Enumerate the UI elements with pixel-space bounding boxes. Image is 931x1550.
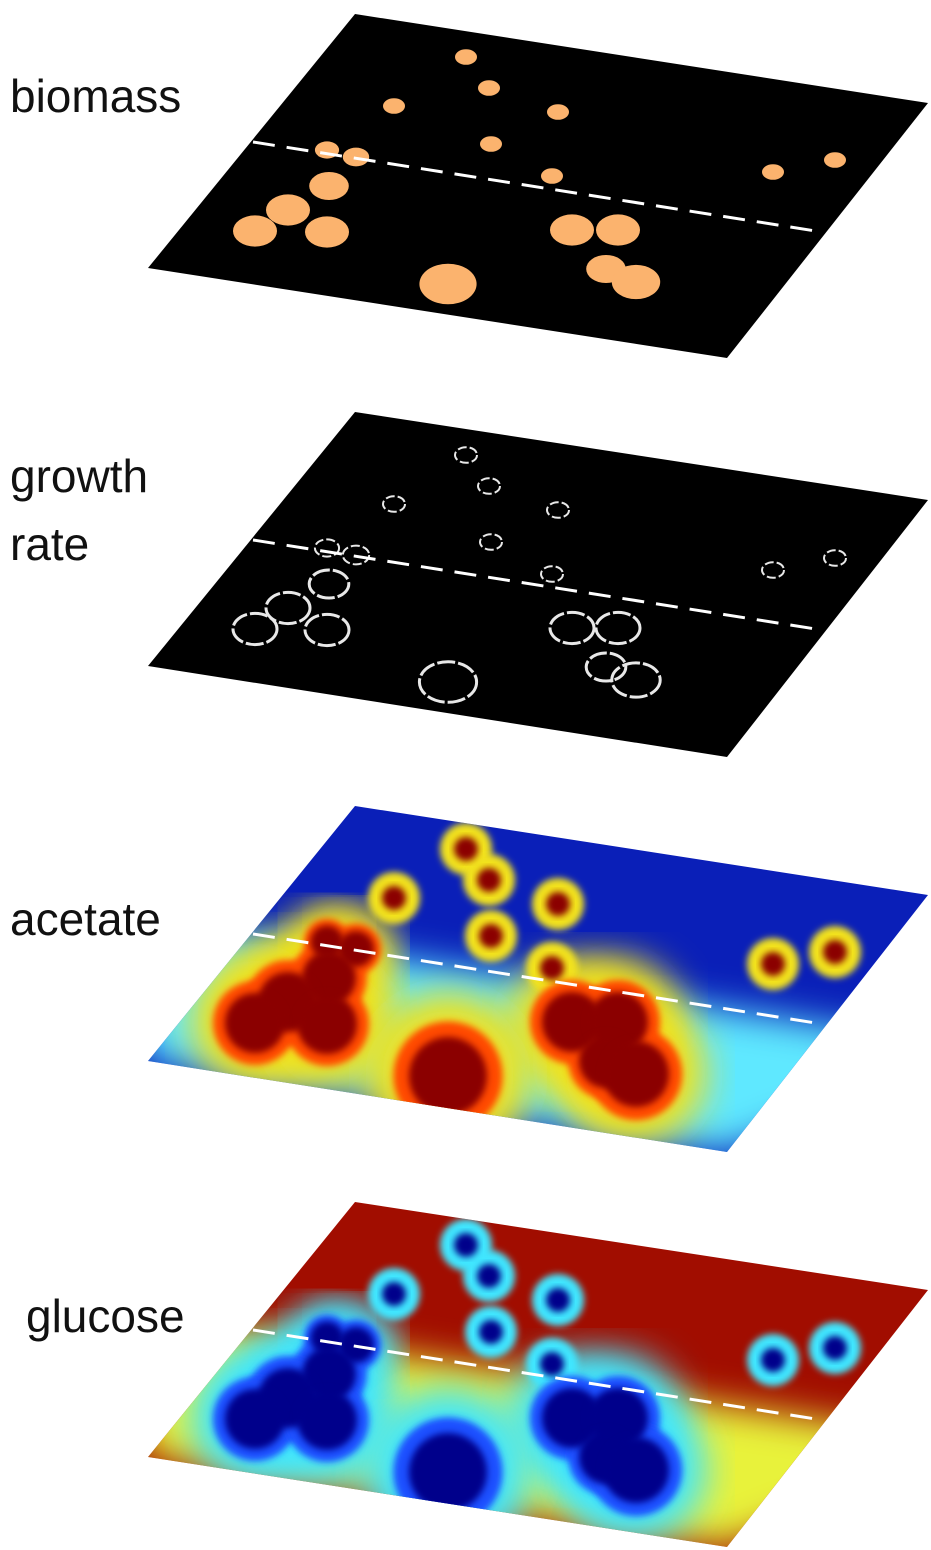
biomass-colony [305,216,349,248]
glucose-layer [148,1202,928,1547]
concentration-spot [382,1282,406,1306]
concentration-spot [540,1352,564,1376]
acetate-layer [148,806,928,1152]
biomass-colony [309,171,349,201]
biomass-colony [596,214,640,246]
growth-ring [303,612,351,648]
biomass-colony [419,263,477,305]
growth-ring [823,549,847,567]
divider-dashed-line [252,1328,823,1422]
concentration-spot [823,940,847,964]
divider-dashed-line [252,140,823,234]
biomass-colony [547,104,569,120]
concentration-spot [409,1037,487,1115]
growth-ring [417,660,479,704]
growth-ring [540,565,564,583]
biomass-colony [611,264,661,300]
concentration-spot [542,1388,602,1448]
layer-label-growth-rate-line2: rate [10,518,89,570]
growth-ring [454,446,478,464]
layer-label-glucose: glucose [26,1290,185,1342]
biomass-colony [541,168,563,184]
growth-rate-layer [148,412,928,757]
growth-ring [479,533,503,551]
divider-dashed-line [252,932,823,1026]
concentration-spot [454,837,478,861]
concentration-spot [479,1320,503,1344]
concentration-spot [225,1389,285,1449]
growth-ring [307,568,351,600]
layer-label-acetate: acetate [10,893,161,945]
growth-ring [584,651,628,683]
growth-ring [548,610,596,646]
biomass-colony [550,214,594,246]
concentration-spot [603,1437,669,1503]
divider-dashed-line [252,538,823,632]
layer-label-growth-rate-line1: growth [10,450,148,502]
layer-label-biomass: biomass [10,70,181,122]
biomass-colony [383,98,405,114]
growth-ring [313,538,341,558]
biomass-colony [480,136,502,152]
concentration-spot [761,952,785,976]
growth-ring [594,610,642,646]
concentration-spot [542,992,602,1052]
biomass-colony [455,49,477,65]
growth-ring [546,501,570,519]
concentration-spot [823,1336,847,1360]
concentration-spot [479,924,503,948]
biomass-colony [233,215,277,247]
growth-ring [382,495,406,513]
growth-ring [264,590,312,626]
growth-ring [610,661,662,699]
concentration-spot [310,925,344,959]
biomass-colony [266,194,310,226]
concentration-spot [382,886,406,910]
concentration-spot [761,1348,785,1372]
concentration-spot [310,1321,344,1355]
concentration-spot [297,994,357,1054]
growth-ring [231,611,279,647]
concentration-spot [546,1288,570,1312]
biomass-colony [762,164,784,180]
concentration-spot [477,1264,501,1288]
growth-ring [477,477,501,495]
concentration-spot [603,1041,669,1107]
concentration-spot [225,993,285,1053]
growth-ring [761,561,785,579]
growth-ring [341,544,371,566]
concentration-spot [477,868,501,892]
biomass-colony [824,152,846,168]
concentration-spot [409,1433,487,1511]
concentration-spot [546,892,570,916]
concentration-spot [540,956,564,980]
biomass-layer [148,14,928,358]
concentration-spot [454,1233,478,1257]
biomass-colony [478,80,500,96]
concentration-spot [297,1390,357,1450]
